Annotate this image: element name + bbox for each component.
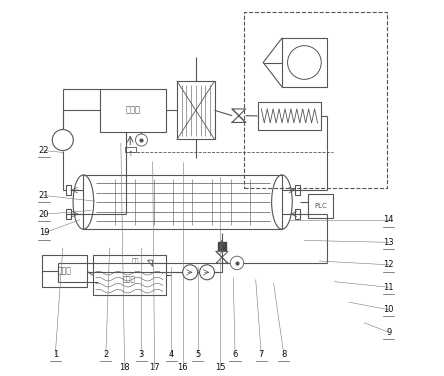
- Text: 11: 11: [384, 283, 394, 292]
- Text: 19: 19: [39, 229, 49, 238]
- Text: 5: 5: [195, 350, 200, 359]
- Text: 18: 18: [119, 363, 130, 372]
- Text: 水位: 水位: [131, 259, 139, 264]
- Circle shape: [52, 130, 73, 150]
- Bar: [245, 12, 387, 188]
- Text: 10: 10: [384, 305, 394, 314]
- Circle shape: [199, 265, 214, 280]
- Bar: [177, 81, 214, 139]
- Bar: [93, 255, 166, 295]
- Text: 2: 2: [103, 350, 108, 359]
- Bar: [83, 175, 282, 229]
- Bar: [282, 38, 327, 87]
- Text: 13: 13: [383, 238, 394, 247]
- Text: 1: 1: [53, 350, 58, 359]
- Bar: [295, 209, 300, 219]
- Text: 17: 17: [149, 363, 160, 372]
- Text: 3: 3: [139, 350, 144, 359]
- Text: 4: 4: [169, 350, 174, 359]
- Circle shape: [230, 256, 244, 270]
- Text: 8: 8: [281, 350, 286, 359]
- Bar: [66, 209, 71, 219]
- Text: 21: 21: [39, 191, 49, 200]
- Text: 提水井: 提水井: [126, 106, 141, 115]
- Bar: [66, 185, 71, 195]
- Circle shape: [288, 45, 321, 79]
- Text: 15: 15: [215, 363, 226, 372]
- Bar: [100, 89, 166, 132]
- Bar: [258, 102, 321, 130]
- Text: 14: 14: [384, 215, 394, 224]
- Text: 16: 16: [177, 363, 188, 372]
- Text: 22: 22: [39, 146, 49, 155]
- Circle shape: [135, 134, 147, 146]
- Text: 9: 9: [386, 328, 391, 337]
- Bar: [295, 185, 300, 195]
- Text: ↑: ↑: [127, 151, 133, 157]
- Text: 污水池: 污水池: [123, 276, 136, 282]
- Text: 12: 12: [384, 260, 394, 269]
- Bar: [125, 147, 136, 152]
- Text: 20: 20: [39, 210, 49, 219]
- Polygon shape: [218, 242, 226, 250]
- Text: 污水厂: 污水厂: [58, 267, 71, 276]
- Text: 6: 6: [232, 350, 238, 359]
- Bar: [308, 194, 333, 218]
- Text: PLC: PLC: [314, 203, 327, 209]
- Text: 7: 7: [259, 350, 264, 359]
- Bar: [42, 255, 87, 287]
- Circle shape: [182, 265, 198, 280]
